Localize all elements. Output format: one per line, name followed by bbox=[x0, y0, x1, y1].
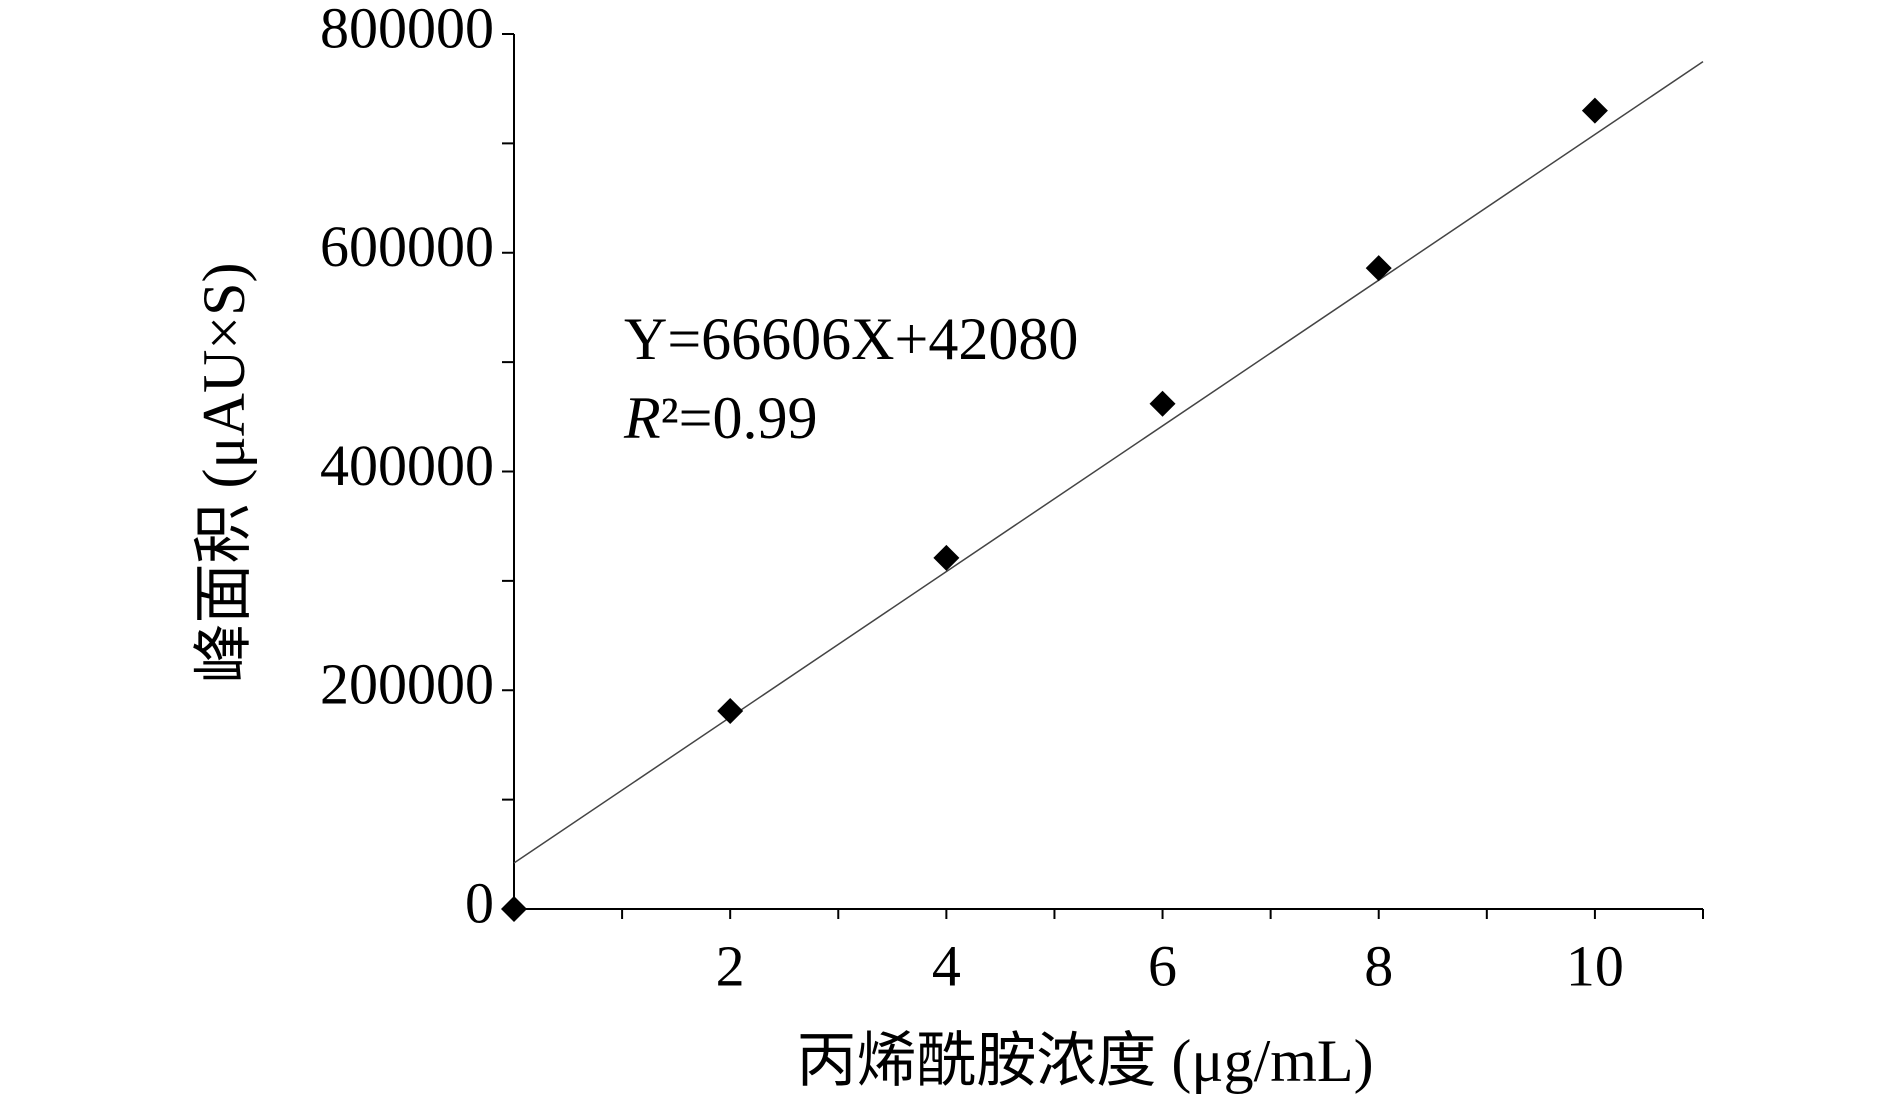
x-tick-label: 8 bbox=[1364, 933, 1393, 998]
fit-line bbox=[513, 60, 1704, 864]
r-squared: R²=0.99 bbox=[623, 385, 817, 451]
x-tick-label: 6 bbox=[1148, 933, 1177, 998]
equation: Y=66606X+42080 bbox=[624, 306, 1078, 372]
y-tick-label: 200000 bbox=[320, 652, 494, 717]
data-point bbox=[1149, 390, 1176, 417]
x-axis-title: 丙烯酰胺浓度 (μg/mL) bbox=[796, 1028, 1373, 1094]
y-tick-label: 0 bbox=[465, 870, 494, 935]
data-point bbox=[1581, 97, 1608, 124]
x-tick-label: 2 bbox=[716, 933, 745, 998]
x-tick-label: 10 bbox=[1566, 933, 1624, 998]
x-tick-label: 4 bbox=[932, 933, 961, 998]
data-point bbox=[501, 896, 527, 922]
data-point bbox=[933, 544, 960, 571]
y-tick-label: 400000 bbox=[320, 433, 494, 498]
y-tick-label: 800000 bbox=[320, 0, 494, 60]
y-tick-label: 600000 bbox=[320, 214, 494, 279]
data-point bbox=[1365, 255, 1392, 282]
y-axis-title: 峰面积 (μAU×S) bbox=[191, 263, 257, 684]
data-point bbox=[717, 698, 744, 725]
